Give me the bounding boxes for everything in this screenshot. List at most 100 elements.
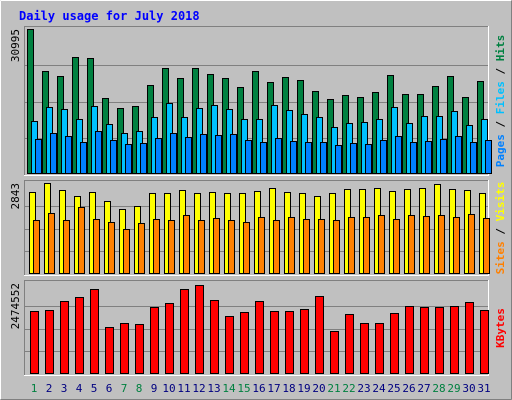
x-tick-label-day-4: 4 — [76, 382, 83, 395]
x-tick-label-day-23: 23 — [357, 382, 370, 395]
bar-kbytes-day-30 — [465, 302, 474, 374]
bar-pages-day-20 — [320, 142, 327, 174]
x-tick-label-day-24: 24 — [372, 382, 386, 395]
bar-pages-day-7 — [125, 144, 132, 174]
bar-sites-day-22 — [348, 217, 355, 274]
bar-kbytes-day-10 — [165, 303, 174, 374]
bar-sites-day-28 — [438, 215, 445, 274]
series-label-kbytes: KBytes — [494, 308, 507, 348]
bar-sites-day-6 — [108, 222, 115, 274]
bar-pages-day-31 — [485, 140, 492, 174]
bar-pages-day-9 — [155, 138, 162, 174]
bar-kbytes-day-16 — [255, 301, 264, 374]
x-tick-label-day-7: 7 — [121, 382, 128, 395]
label-pages: Pages — [494, 134, 507, 167]
bar-kbytes-day-27 — [420, 307, 429, 374]
x-tick-label-day-16: 16 — [252, 382, 265, 395]
bar-kbytes-day-6 — [105, 327, 114, 374]
bar-kbytes-day-4 — [75, 297, 84, 374]
bar-kbytes-day-2 — [45, 310, 54, 374]
bar-sites-day-3 — [63, 220, 70, 274]
x-tick-label-day-21: 21 — [327, 382, 340, 395]
x-tick-label-day-27: 27 — [417, 382, 430, 395]
bar-kbytes-day-22 — [345, 314, 354, 374]
bar-pages-day-4 — [80, 142, 87, 174]
bar-sites-day-30 — [468, 214, 475, 274]
bar-sites-day-5 — [93, 219, 100, 274]
series-label-visits-sites: Sites / Visits — [494, 182, 507, 275]
x-tick-label-day-25: 25 — [387, 382, 400, 395]
bar-pages-day-27 — [425, 141, 432, 174]
bar-sites-day-1 — [33, 220, 40, 274]
bar-sites-day-7 — [123, 229, 130, 274]
bar-kbytes-day-8 — [135, 324, 144, 374]
bar-kbytes-day-24 — [375, 323, 384, 374]
bar-kbytes-day-23 — [360, 323, 369, 374]
bar-sites-day-26 — [408, 215, 415, 274]
bar-pages-day-2 — [50, 133, 57, 174]
bar-kbytes-day-9 — [150, 307, 159, 374]
bar-kbytes-day-29 — [450, 306, 459, 374]
bar-kbytes-day-15 — [240, 312, 249, 374]
bar-sites-day-31 — [483, 218, 490, 274]
bar-pages-day-26 — [410, 142, 417, 174]
bar-sites-day-23 — [363, 217, 370, 274]
bar-kbytes-day-14 — [225, 316, 234, 374]
bar-pages-day-22 — [350, 143, 357, 174]
x-tick-label-day-31: 31 — [477, 382, 490, 395]
x-tick-label-day-17: 17 — [267, 382, 280, 395]
x-tick-label-day-1: 1 — [31, 382, 38, 395]
bar-sites-day-19 — [303, 219, 310, 274]
y-max-label: 2474552 — [9, 283, 22, 329]
bar-pages-day-15 — [245, 140, 252, 174]
x-tick-label-day-29: 29 — [447, 382, 460, 395]
bar-kbytes-day-11 — [180, 289, 189, 374]
label-hits: Hits — [494, 35, 507, 62]
bar-sites-day-9 — [153, 219, 160, 274]
bar-kbytes-day-12 — [195, 285, 204, 374]
panel-kbytes: 2474552 KBytes — [9, 280, 507, 376]
y-max-label: 2843 — [9, 183, 22, 210]
x-tick-label-day-26: 26 — [402, 382, 415, 395]
bar-pages-day-3 — [65, 136, 72, 174]
bar-pages-day-10 — [170, 133, 177, 174]
bar-sites-day-2 — [48, 213, 55, 274]
x-tick-label-day-3: 3 — [61, 382, 68, 395]
label-sites: Sites — [494, 241, 507, 274]
bar-sites-day-15 — [243, 222, 250, 274]
bar-kbytes-day-25 — [390, 313, 399, 374]
bar-pages-day-25 — [395, 136, 402, 174]
bar-pages-day-30 — [470, 142, 477, 174]
bar-sites-day-29 — [453, 217, 460, 274]
chart-title: Daily usage for July 2018 — [19, 9, 200, 23]
bar-pages-day-28 — [440, 139, 447, 174]
x-tick-label-day-28: 28 — [432, 382, 445, 395]
bar-pages-day-14 — [230, 134, 237, 174]
bar-pages-day-21 — [335, 145, 342, 174]
bar-sites-day-12 — [198, 220, 205, 274]
bar-kbytes-day-13 — [210, 300, 219, 374]
x-tick-label-day-20: 20 — [312, 382, 325, 395]
label-separator: / — [494, 61, 507, 81]
bar-sites-day-24 — [378, 215, 385, 274]
bar-pages-day-17 — [275, 138, 282, 174]
bar-pages-day-5 — [95, 131, 102, 174]
bar-sites-day-14 — [228, 220, 235, 274]
bar-kbytes-day-5 — [90, 289, 99, 374]
x-tick-label-day-12: 12 — [192, 382, 205, 395]
bar-pages-day-8 — [140, 143, 147, 174]
bar-pages-day-6 — [110, 140, 117, 174]
bar-pages-day-23 — [365, 144, 372, 174]
bar-kbytes-day-21 — [330, 331, 339, 374]
label-visits: Visits — [494, 182, 507, 222]
bar-pages-day-24 — [380, 140, 387, 174]
bar-pages-day-16 — [260, 142, 267, 174]
x-tick-label-day-11: 11 — [177, 382, 190, 395]
bar-sites-day-21 — [333, 220, 340, 274]
bar-pages-day-12 — [200, 134, 207, 174]
x-tick-label-day-5: 5 — [91, 382, 98, 395]
bar-sites-day-8 — [138, 223, 145, 274]
bar-sites-day-16 — [258, 217, 265, 274]
x-tick-label-day-19: 19 — [297, 382, 310, 395]
